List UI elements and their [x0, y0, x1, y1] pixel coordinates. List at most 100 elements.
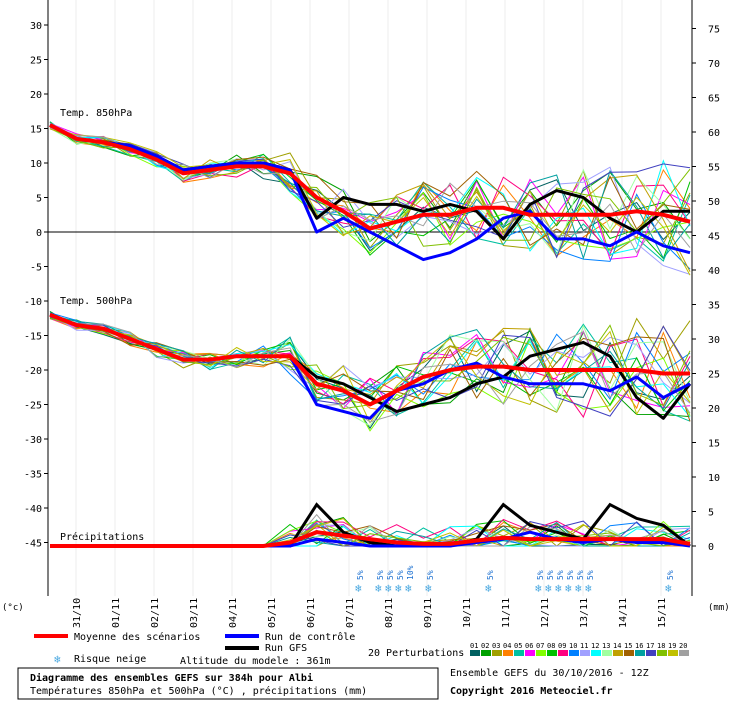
snowflake-icon: ❄: [575, 582, 582, 595]
perturbation-swatch: [624, 650, 634, 656]
snowflake-icon: ❄: [545, 582, 552, 595]
legend-snow-label: Risque neige: [74, 654, 146, 665]
perturbation-line: [49, 127, 691, 254]
x-date-label: 04/11: [228, 598, 239, 628]
perturbation-swatch: [591, 650, 601, 656]
snowflake-icon: ❄: [485, 582, 492, 595]
perturbation-line: [49, 318, 691, 415]
left-tick-label: -45: [24, 539, 42, 550]
perturbation-number: 12: [591, 642, 599, 650]
right-tick-label: 75: [708, 25, 720, 36]
series-0-t850: [49, 123, 691, 231]
snow-risk-percent: 5%: [356, 570, 365, 580]
left-tick-label: -10: [24, 297, 42, 308]
perturbation-swatch: [470, 650, 480, 656]
x-date-label: 06/11: [306, 598, 317, 628]
ensemble-label: Ensemble GEFS du 30/10/2016 - 12Z: [450, 668, 649, 679]
x-date-label: 02/11: [150, 598, 161, 628]
perturbation-swatch: [679, 650, 689, 656]
left-tick-label: -5: [30, 263, 42, 274]
perturbation-swatch: [514, 650, 524, 656]
snow-risk-percent: 5%: [576, 570, 585, 580]
left-unit: (°c): [2, 603, 24, 613]
perturbation-number: 16: [635, 642, 643, 650]
left-tick-label: -40: [24, 504, 42, 515]
snowflake-icon: ❄: [355, 582, 362, 595]
perturbation-number: 19: [668, 642, 676, 650]
perturbation-swatch: [547, 650, 557, 656]
right-tick-label: 70: [708, 59, 720, 70]
perturbation-line: [49, 314, 691, 418]
snow-risk-percent: 5%: [386, 570, 395, 580]
perturbation-line: [49, 123, 691, 257]
precip-label: Précipitations: [60, 531, 144, 543]
snowflake-icon: ❄: [395, 582, 402, 595]
left-tick-label: -25: [24, 401, 42, 412]
perturbation-color-legend: 01 02 03 04 05 06 07 08 09 10 11 12 13 14 15 16 17 18 19 20: [470, 642, 689, 656]
perturbation-line: [49, 315, 691, 417]
x-date-label: 13/11: [579, 598, 590, 628]
perturbation-number: 10: [569, 642, 577, 650]
snow-risk-percent: 5%: [396, 570, 405, 580]
perturbation-number: 04: [503, 642, 511, 650]
snow-risk-percent: 5%: [536, 570, 545, 580]
perturbation-swatch: [635, 650, 645, 656]
perturbation-number: 09: [558, 642, 566, 650]
legend-mean-label: Moyenne des scénarios: [74, 631, 200, 643]
perturbation-line: [49, 124, 691, 260]
perturbation-number: 05: [514, 642, 522, 650]
chart-title: Diagramme des ensembles GEFS sur 384h po…: [30, 672, 313, 684]
left-tick-label: -20: [24, 366, 42, 377]
snow-risk-percent: 5%: [426, 570, 435, 580]
perturbation-number: 07: [536, 642, 544, 650]
snowflake-icon: ❄: [555, 582, 562, 595]
right-tick-label: 45: [708, 232, 720, 243]
copyright-label: Copyright 2016 Meteociel.fr: [450, 685, 613, 697]
x-date-label: 09/11: [423, 598, 434, 628]
perturbation-number: 17: [646, 642, 654, 650]
perturbation-line: [49, 313, 691, 422]
right-tick-label: 35: [708, 301, 720, 312]
snowflake-icon: ❄: [535, 582, 542, 595]
perturbation-line: [49, 123, 691, 255]
right-tick-label: 20: [708, 404, 720, 415]
snowflake-icon: ❄: [385, 582, 392, 595]
x-date-label: 10/11: [462, 598, 473, 628]
right-tick-label: 40: [708, 266, 720, 277]
left-tick-label: 0: [36, 228, 42, 239]
perturbation-number: 20: [679, 642, 687, 650]
perturbation-swatch: [481, 650, 491, 656]
perturbation-number: 18: [657, 642, 665, 650]
right-tick-label: 15: [708, 439, 720, 450]
right-tick-label: 60: [708, 128, 720, 139]
left-tick-label: 30: [30, 21, 42, 32]
snowflake-icon: ❄: [425, 582, 432, 595]
right-tick-label: 30: [708, 335, 720, 346]
left-tick-label: 25: [30, 56, 42, 67]
left-tick-label: -30: [24, 435, 42, 446]
perturbation-line: [49, 311, 691, 418]
snow-risk-markers: 5%❄5%❄5%❄5%❄10%❄5%❄5%❄5%❄5%❄5%❄5%❄5%❄5%❄…: [355, 565, 675, 595]
x-date-label: 08/11: [384, 598, 395, 628]
perturbation-number: 01: [470, 642, 478, 650]
grid: [48, 0, 692, 596]
perturbation-swatch: [503, 650, 513, 656]
x-date-label: 07/11: [345, 598, 356, 628]
left-tick-label: 20: [30, 90, 42, 101]
snowflake-icon: ❄: [565, 582, 572, 595]
right-tick-label: 5: [708, 508, 714, 519]
perturbation-line: [49, 128, 691, 276]
perturbation-swatch: [580, 650, 590, 656]
right-tick-label: 0: [708, 542, 714, 553]
snow-risk-percent: 5%: [586, 570, 595, 580]
snowflake-icon: ❄: [665, 582, 672, 595]
perturbation-number: 08: [547, 642, 555, 650]
x-date-label: 03/11: [189, 598, 200, 628]
perturbations-label: 20 Perturbations: [368, 648, 464, 659]
perturbation-number: 02: [481, 642, 489, 650]
x-date-label: 14/11: [618, 598, 629, 628]
snow-risk-percent: 5%: [546, 570, 555, 580]
snowflake-icon: ❄: [405, 582, 412, 595]
